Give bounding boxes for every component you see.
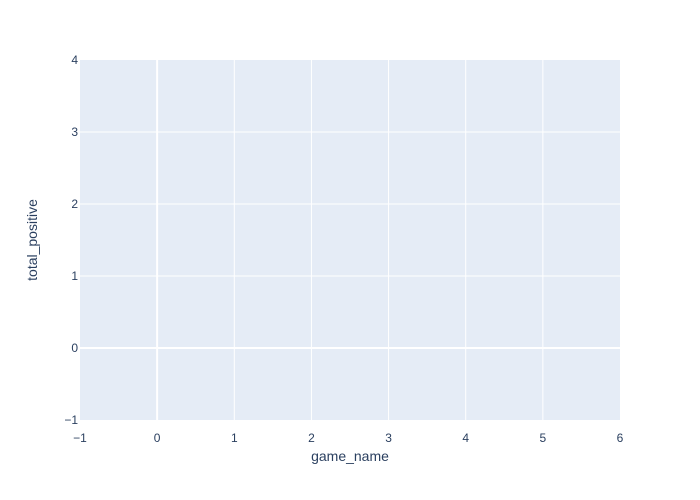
x-tick-label: 5 [540, 431, 547, 445]
plot-area [80, 60, 620, 420]
x-tick-label: 3 [385, 431, 392, 445]
x-axis-ticks: −1 0 1 2 3 4 5 6 [73, 431, 624, 445]
x-tick-label: 2 [308, 431, 315, 445]
y-axis-title: total_positive [24, 199, 40, 281]
y-tick-label: 4 [71, 53, 78, 67]
y-tick-label: 2 [71, 197, 78, 211]
y-tick-label: 3 [71, 125, 78, 139]
x-tick-label: 0 [154, 431, 161, 445]
y-tick-label: 0 [71, 341, 78, 355]
y-tick-label: −1 [64, 413, 78, 427]
x-tick-label: −1 [73, 431, 87, 445]
y-tick-label: 1 [71, 269, 78, 283]
y-axis-ticks: −1 0 1 2 3 4 [64, 53, 78, 427]
grid-lines [80, 60, 620, 420]
x-tick-label: 1 [231, 431, 238, 445]
x-tick-label: 6 [617, 431, 624, 445]
x-axis-title: game_name [311, 448, 389, 464]
x-tick-label: 4 [462, 431, 469, 445]
